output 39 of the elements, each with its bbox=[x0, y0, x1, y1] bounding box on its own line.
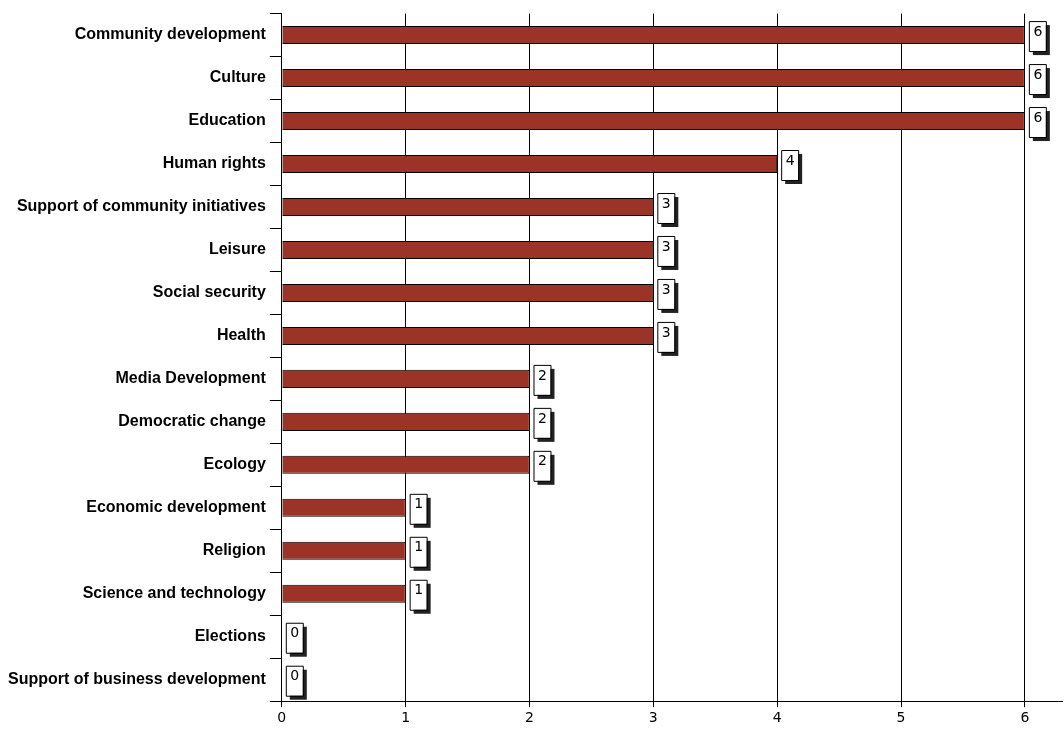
y-tick-label: Media Development bbox=[115, 369, 267, 387]
data-label: 3 bbox=[661, 323, 671, 340]
data-label: 3 bbox=[661, 280, 671, 297]
data-label: 0 bbox=[290, 624, 300, 641]
y-tick-label: Economic development bbox=[86, 498, 267, 516]
x-tick-label: 4 bbox=[772, 709, 782, 726]
y-tick-label: Religion bbox=[202, 541, 266, 559]
x-tick-label: 3 bbox=[648, 709, 658, 726]
y-tick-label: Education bbox=[188, 111, 266, 129]
data-label: 1 bbox=[414, 495, 424, 512]
y-tick-label: Ecology bbox=[203, 455, 266, 473]
data-label: 0 bbox=[290, 667, 300, 684]
data-label: 6 bbox=[1033, 22, 1043, 39]
x-tick-label: 0 bbox=[277, 709, 287, 726]
y-tick-label: Health bbox=[216, 326, 266, 344]
y-tick-label: Democratic change bbox=[118, 412, 266, 430]
y-tick-label: Culture bbox=[209, 68, 266, 86]
data-label: 3 bbox=[661, 194, 671, 211]
data-label: 6 bbox=[1033, 108, 1043, 125]
data-label: 3 bbox=[661, 237, 671, 254]
data-label: 4 bbox=[785, 151, 795, 168]
y-tick-label: Science and technology bbox=[82, 584, 266, 602]
data-label: 2 bbox=[538, 452, 547, 469]
data-label: 6 bbox=[1033, 65, 1043, 82]
y-tick-label: Support of business development bbox=[7, 670, 267, 688]
y-tick-label: Human rights bbox=[162, 154, 266, 172]
x-tick-label: 5 bbox=[896, 709, 906, 726]
y-tick-label: Support of community initiatives bbox=[16, 197, 266, 215]
data-label: 1 bbox=[414, 538, 424, 555]
y-tick-label: Leisure bbox=[208, 240, 266, 258]
data-label: 2 bbox=[538, 366, 547, 383]
data-label: 2 bbox=[538, 409, 547, 426]
y-tick-label: Social security bbox=[152, 283, 266, 301]
x-tick-label: 1 bbox=[401, 709, 411, 726]
x-tick-label: 6 bbox=[1020, 709, 1030, 726]
y-tick-label: Elections bbox=[194, 627, 266, 645]
data-label: 1 bbox=[414, 581, 424, 598]
y-tick-label: Community development bbox=[74, 25, 267, 43]
x-tick-label: 2 bbox=[525, 709, 534, 726]
